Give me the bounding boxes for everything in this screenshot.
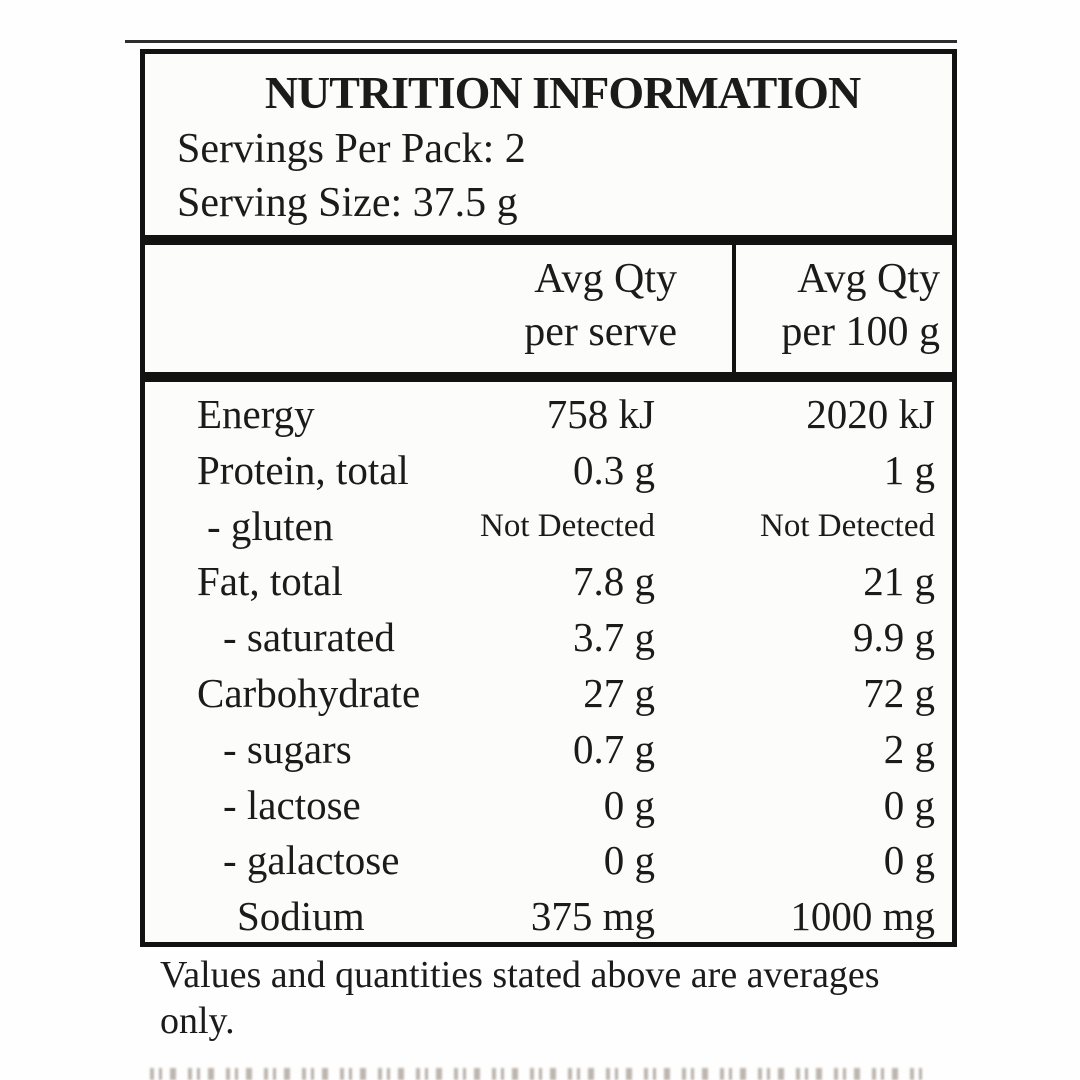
table-row: - saturated 3.7 g 9.9 g: [145, 610, 952, 666]
nutrient-name: - lactose: [223, 781, 361, 828]
col-header-per-serve-line2: per serve: [524, 309, 677, 355]
table-row: Fat, total 7.8 g 21 g: [145, 554, 952, 610]
value-per-100g: 2 g: [883, 725, 935, 772]
nutrient-name: - sugars: [223, 725, 352, 772]
serving-size: Serving Size: 37.5 g: [177, 180, 518, 226]
value-per-serve: 0.7 g: [573, 725, 655, 772]
value-per-serve: 375 mg: [530, 893, 655, 940]
value-per-100g: 0 g: [883, 837, 935, 884]
nutrient-name: Energy: [197, 391, 315, 437]
column-header-section: Avg Qty per serve Avg Qty per 100 g: [140, 240, 957, 377]
table-row: - gluten Not Detected Not Detected: [145, 499, 952, 555]
value-per-serve: 0.3 g: [573, 446, 655, 493]
header-spacer: [145, 245, 397, 372]
table-row: Energy 758 kJ 2020 kJ: [145, 387, 952, 443]
nutrient-name: Sodium: [237, 893, 365, 940]
nutrient-name: Fat, total: [197, 558, 343, 605]
value-per-serve: 3.7 g: [573, 614, 655, 661]
col-header-per-100g-line1: Avg Qty: [797, 256, 940, 302]
header-gap: [677, 245, 732, 372]
value-per-serve: 758 kJ: [546, 391, 655, 437]
nutrient-name: Protein, total: [197, 446, 409, 493]
top-divider-line: [125, 40, 957, 43]
nutrition-table: NUTRITION INFORMATION Servings Per Pack:…: [140, 49, 957, 947]
footnote: Values and quantities stated above are a…: [160, 954, 880, 1042]
value-per-100g: Not Detected: [759, 507, 935, 544]
table-row: - galactose 0 g 0 g: [145, 833, 952, 889]
value-per-100g: 72 g: [863, 669, 935, 716]
value-per-serve: 27 g: [583, 669, 655, 716]
value-per-serve: 0 g: [603, 837, 655, 884]
value-per-100g: 9.9 g: [853, 614, 935, 661]
servings-per-pack: Servings Per Pack: 2: [177, 126, 526, 172]
table-row: Sodium 375 mg 1000 mg: [145, 889, 952, 945]
table-row: Protein, total 0.3 g 1 g: [145, 443, 952, 499]
value-per-100g: 0 g: [883, 781, 935, 828]
cropped-text-line: [150, 1068, 930, 1080]
value-per-serve: 0 g: [603, 781, 655, 828]
table-row: - lactose 0 g 0 g: [145, 778, 952, 834]
nutrient-name: Carbohydrate: [197, 669, 421, 716]
col-header-per-100g: Avg Qty per 100 g: [732, 245, 952, 372]
title-section: NUTRITION INFORMATION Servings Per Pack:…: [140, 49, 957, 240]
value-per-serve: Not Detected: [479, 507, 655, 544]
col-header-per-100g-line2: per 100 g: [781, 309, 940, 355]
nutrient-rows-section: Energy 758 kJ 2020 kJ Protein, total 0.3…: [140, 377, 957, 947]
nutrient-name: - galactose: [223, 837, 400, 884]
value-per-100g: 1 g: [883, 446, 935, 493]
nutrient-name: - saturated: [223, 614, 395, 661]
col-header-per-serve-line1: Avg Qty: [534, 256, 677, 302]
table-row: - sugars 0.7 g 2 g: [145, 722, 952, 778]
value-per-100g: 2020 kJ: [806, 391, 935, 437]
value-per-100g: 21 g: [863, 558, 935, 605]
col-header-per-serve: Avg Qty per serve: [397, 245, 677, 372]
value-per-100g: 1000 mg: [790, 893, 935, 940]
table-title: NUTRITION INFORMATION: [264, 67, 861, 118]
table-row: Carbohydrate 27 g 72 g: [145, 666, 952, 722]
nutrient-name: - gluten: [207, 502, 334, 549]
value-per-serve: 7.8 g: [573, 558, 655, 605]
